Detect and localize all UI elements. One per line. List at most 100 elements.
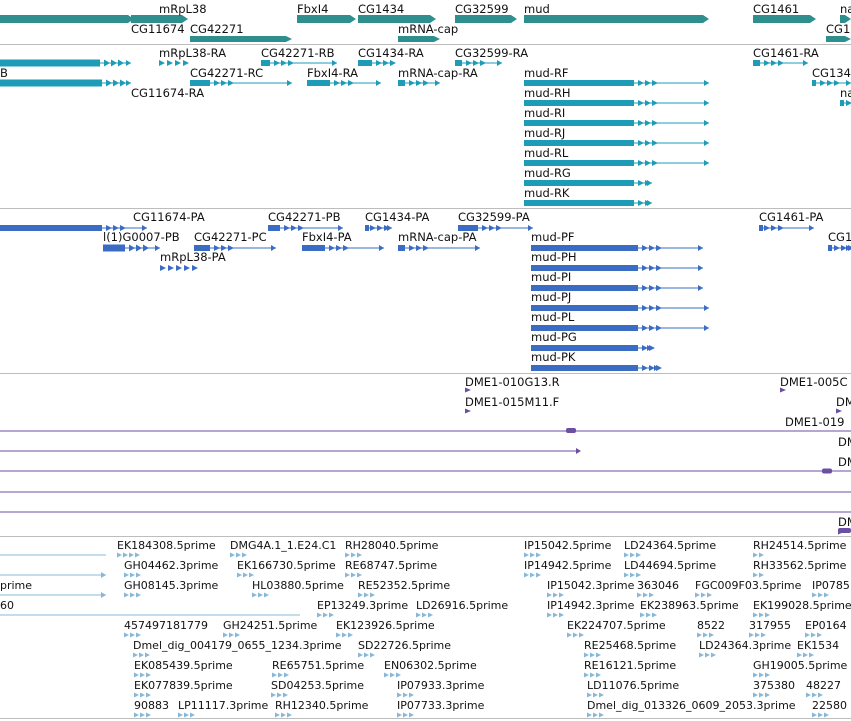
transcripts-feature-glyph[interactable]: [812, 80, 851, 86]
ests-feature-glyph[interactable]: [133, 652, 150, 658]
ests-feature-glyph[interactable]: [397, 692, 414, 698]
ests-feature-label[interactable]: EN06302.5prime: [384, 659, 477, 672]
transcripts-feature-glyph[interactable]: [753, 60, 808, 66]
transcripts-feature-label[interactable]: CG42271-RB: [261, 46, 335, 60]
ests-feature-glyph[interactable]: [345, 552, 362, 558]
proteins-feature-label[interactable]: FbxI4-PA: [302, 230, 352, 244]
genes-feature-glyph[interactable]: [840, 15, 851, 23]
ests-feature-label[interactable]: 90883: [134, 699, 169, 712]
genes-feature-label[interactable]: CG134: [826, 22, 851, 36]
transcripts-feature-label[interactable]: CG42271-RC: [190, 66, 264, 80]
ests-feature-glyph[interactable]: [587, 692, 604, 698]
ests-feature-label[interactable]: IP14942.3prime: [547, 599, 635, 612]
ests-feature-glyph[interactable]: [317, 612, 334, 618]
proteins-feature-glyph[interactable]: [365, 225, 392, 231]
clones-feature-glyph[interactable]: [836, 408, 842, 414]
transcripts-feature-glyph[interactable]: [0, 59, 131, 67]
transcripts-feature-label[interactable]: mud-RH: [524, 86, 571, 100]
clones-feature-label[interactable]: DM: [838, 435, 851, 449]
clones-feature-glyph[interactable]: [0, 468, 851, 474]
ests-feature-glyph[interactable]: [397, 712, 414, 718]
ests-feature-label[interactable]: 8522: [697, 619, 725, 632]
ests-feature-label[interactable]: Dmel_dig_013326_0609_2053.3prime: [587, 699, 796, 712]
ests-feature-label[interactable]: 363046: [637, 579, 679, 592]
ests-feature-glyph[interactable]: [697, 632, 714, 638]
ests-feature-label[interactable]: IP14942.5prime: [524, 559, 612, 572]
ests-feature-glyph[interactable]: [695, 592, 712, 598]
ests-feature-label[interactable]: LD24364.3prime: [699, 639, 792, 652]
transcripts-feature-glyph[interactable]: [261, 60, 337, 66]
clones-feature-label[interactable]: DME1-005C: [780, 375, 848, 389]
ests-feature-label[interactable]: RH28040.5prime: [345, 539, 439, 552]
genes-feature-label[interactable]: CG11674: [131, 22, 185, 36]
ests-feature-label[interactable]: LD44694.5prime: [624, 559, 717, 572]
proteins-feature-label[interactable]: CG11674-PA: [133, 210, 205, 224]
ests-feature-label[interactable]: 48227: [806, 679, 841, 692]
ests-feature-label[interactable]: GH04462.3prime: [124, 559, 219, 572]
transcripts-feature-glyph[interactable]: [524, 80, 709, 86]
ests-feature-glyph[interactable]: [271, 692, 288, 698]
ests-feature-label[interactable]: LD24364.5prime: [624, 539, 717, 552]
genes-feature-glyph[interactable]: [455, 15, 517, 23]
ests-feature-glyph[interactable]: [275, 712, 292, 718]
ests-feature-glyph[interactable]: [624, 552, 641, 558]
proteins-feature-label[interactable]: mud-PH: [531, 250, 577, 264]
ests-feature-label[interactable]: LD26916.5prime: [416, 599, 509, 612]
proteins-feature-glyph[interactable]: [531, 305, 709, 311]
genes-feature-glyph[interactable]: [753, 15, 816, 23]
ests-feature-label[interactable]: RE25468.5prime: [584, 639, 677, 652]
ests-feature-label[interactable]: IP15042.3prime: [547, 579, 635, 592]
ests-feature-glyph[interactable]: [134, 672, 151, 678]
transcripts-feature-glyph[interactable]: [0, 79, 131, 87]
ests-feature-glyph[interactable]: [358, 652, 375, 658]
ests-feature-glyph[interactable]: [753, 692, 770, 698]
genes-feature-label[interactable]: mud: [524, 2, 550, 16]
ests-feature-label[interactable]: prime: [0, 579, 33, 592]
ests-feature-glyph[interactable]: [524, 552, 541, 558]
transcripts-feature-glyph[interactable]: [190, 80, 292, 86]
proteins-feature-glyph[interactable]: [458, 225, 533, 231]
transcripts-feature-label[interactable]: mRNA-cap-RA: [398, 66, 478, 80]
ests-feature-glyph[interactable]: [584, 652, 601, 658]
ests-feature-glyph[interactable]: [806, 692, 823, 698]
ests-feature-glyph[interactable]: [640, 612, 657, 618]
ests-feature-label[interactable]: EK123926.5prime: [336, 619, 435, 632]
ests-feature-glyph[interactable]: [252, 592, 269, 598]
ests-feature-glyph[interactable]: [0, 572, 106, 578]
ests-feature-label[interactable]: 22580: [812, 699, 847, 712]
proteins-feature-label[interactable]: mud-PK: [531, 350, 576, 364]
ests-feature-label[interactable]: RE65751.5prime: [272, 659, 365, 672]
ests-feature-label[interactable]: RE16121.5prime: [584, 659, 677, 672]
ests-feature-glyph[interactable]: [805, 632, 822, 638]
ests-feature-glyph[interactable]: [753, 612, 770, 618]
ests-feature-label[interactable]: DMG4A.1_1.E24.C1: [230, 539, 337, 552]
transcripts-feature-glyph[interactable]: [159, 60, 189, 66]
proteins-feature-glyph[interactable]: [0, 225, 147, 231]
genes-feature-glyph[interactable]: [297, 15, 356, 23]
proteins-feature-glyph[interactable]: [531, 265, 703, 271]
ests-feature-glyph[interactable]: [567, 632, 584, 638]
proteins-feature-glyph[interactable]: [828, 245, 851, 251]
ests-feature-label[interactable]: SD22726.5prime: [358, 639, 451, 652]
proteins-feature-label[interactable]: CG32599-PA: [458, 210, 530, 224]
transcripts-feature-glyph[interactable]: [307, 80, 381, 86]
proteins-feature-label[interactable]: CG1: [828, 230, 851, 244]
ests-feature-glyph[interactable]: [0, 592, 106, 598]
proteins-feature-label[interactable]: l(1)G0007-PB: [103, 230, 180, 244]
ests-feature-glyph[interactable]: [812, 592, 829, 598]
ests-feature-label[interactable]: IP07933.3prime: [397, 679, 485, 692]
proteins-feature-glyph[interactable]: [103, 244, 160, 252]
genes-feature-label[interactable]: CG42271: [190, 22, 244, 36]
genes-feature-label[interactable]: CG32599: [455, 2, 509, 16]
ests-feature-glyph[interactable]: [124, 632, 141, 638]
transcripts-feature-glyph[interactable]: [524, 120, 709, 126]
ests-feature-glyph[interactable]: [124, 572, 141, 578]
ests-feature-label[interactable]: EK199028.5prime: [753, 599, 851, 612]
transcripts-feature-label[interactable]: mud-RF: [524, 66, 569, 80]
ests-feature-label[interactable]: SD04253.5prime: [271, 679, 364, 692]
transcripts-feature-label[interactable]: mud-RJ: [524, 126, 566, 140]
proteins-feature-glyph[interactable]: [302, 245, 384, 251]
ests-feature-glyph[interactable]: [749, 632, 766, 638]
ests-feature-label[interactable]: 60: [0, 599, 14, 612]
genes-feature-glyph[interactable]: [524, 15, 709, 23]
